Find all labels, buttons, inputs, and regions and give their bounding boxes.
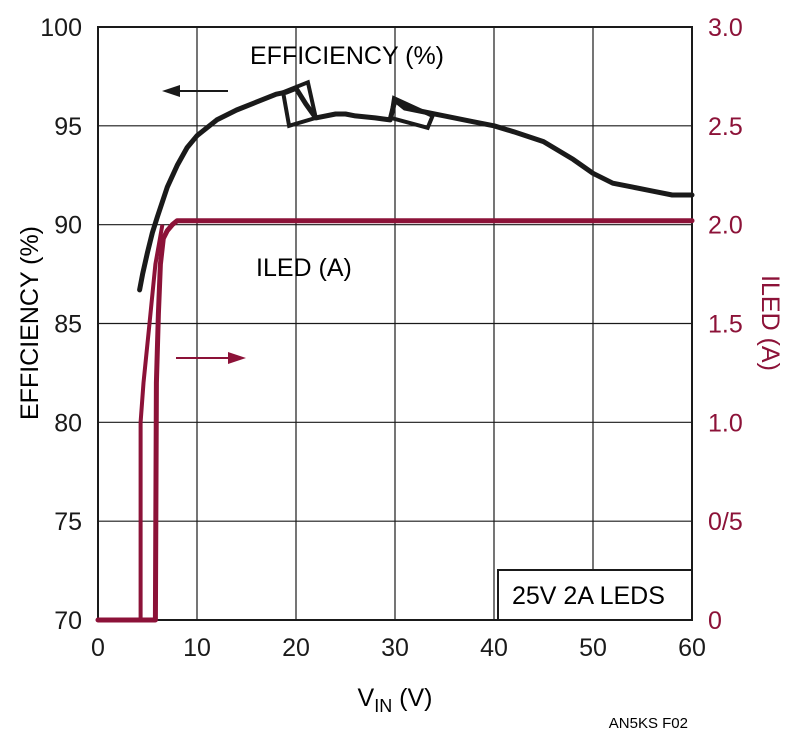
y-right-tick-label: 0 — [708, 607, 722, 635]
y-left-axis-title: EFFICIENCY (%) — [16, 226, 44, 420]
y-left-tick-label: 80 — [54, 409, 82, 437]
x-tick-label: 10 — [183, 634, 211, 662]
y-right-axis-title: ILED (A) — [756, 275, 784, 371]
x-axis-title-main: V — [358, 684, 375, 712]
x-tick-label: 20 — [282, 634, 310, 662]
y-left-tick-labels: 70 75 80 85 90 95 100 — [40, 14, 82, 635]
y-right-tick-labels: 0 0/5 1.0 1.5 2.0 2.5 3.0 — [708, 14, 743, 635]
y-left-tick-label: 100 — [40, 14, 82, 42]
y-left-tick-label: 70 — [54, 607, 82, 635]
figure-code: AN5KS F02 — [609, 715, 688, 732]
y-left-tick-label: 85 — [54, 311, 82, 339]
x-axis-title-subscript: IN — [374, 696, 392, 716]
iled-turn-on-path — [98, 224, 165, 622]
efficiency-hysteresis-box-1 — [280, 79, 319, 129]
x-tick-label: 50 — [579, 634, 607, 662]
y-right-tick-label: 0/5 — [708, 508, 743, 536]
grid-lines — [98, 27, 692, 620]
condition-label-box — [497, 569, 693, 621]
efficiency-hysteresis-box-2 — [388, 95, 436, 131]
iled-series-line — [95, 218, 695, 623]
x-tick-label: 0 — [91, 634, 105, 662]
x-tick-labels: 0 10 20 30 40 50 60 — [91, 634, 706, 662]
condition-label: 25V 2A LEDS — [512, 582, 665, 610]
efficiency-annotation: EFFICIENCY (%) — [250, 42, 444, 70]
series-layer — [95, 85, 695, 623]
y-right-tick-label: 3.0 — [708, 14, 743, 42]
y-left-tick-label: 75 — [54, 508, 82, 536]
iled-arrow-head — [228, 352, 246, 364]
y-right-tick-label: 2.0 — [708, 212, 743, 240]
y-right-tick-label: 1.5 — [708, 311, 743, 339]
x-tick-label: 40 — [480, 634, 508, 662]
iled-annotation: ILED (A) — [256, 254, 352, 282]
x-tick-label: 30 — [381, 634, 409, 662]
y-left-tick-label: 90 — [54, 212, 82, 240]
x-tick-label: 60 — [678, 634, 706, 662]
y-right-tick-label: 2.5 — [708, 113, 743, 141]
efficiency-series-line — [137, 85, 695, 293]
y-left-tick-label: 95 — [54, 113, 82, 141]
x-axis-title-unit: (V) — [392, 684, 432, 712]
plot-frame — [97, 26, 693, 621]
efficiency-arrow-head — [162, 85, 180, 97]
x-axis-title: VIN (V) — [358, 684, 433, 716]
y-right-tick-label: 1.0 — [708, 409, 743, 437]
